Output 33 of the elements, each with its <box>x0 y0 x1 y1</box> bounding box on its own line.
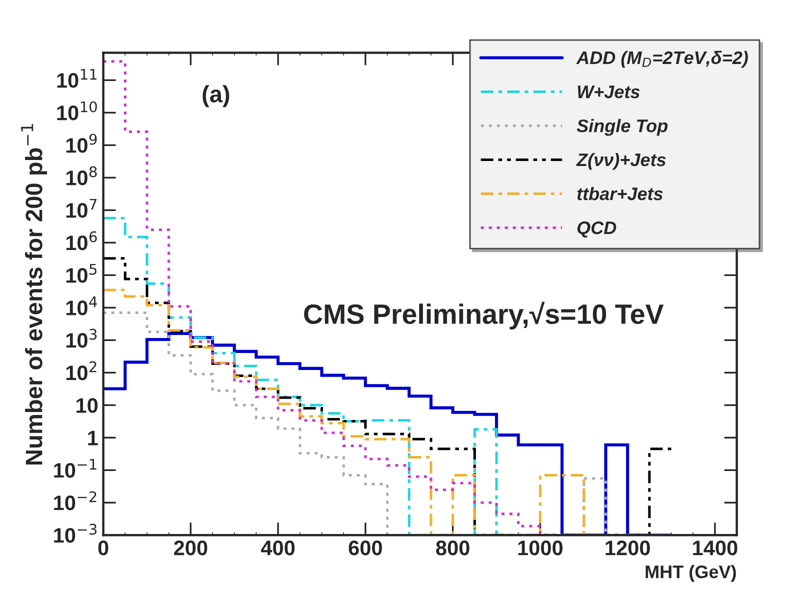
x-tick-label: 600 <box>348 540 382 556</box>
y-tick-label: 10$^{−2}$ <box>54 491 96 510</box>
y-axis-title: Number of events for 200 pb$^{−1}$ <box>21 124 48 464</box>
y-tick-label: 10$^{4}$ <box>66 296 97 316</box>
x-tick-label: 800 <box>436 540 470 556</box>
y-tick-label: 10$^{6}$ <box>66 231 97 250</box>
x-axis-title: MHT (GeV) <box>646 564 736 582</box>
x-tick-label: 1200 <box>606 540 650 556</box>
x-tick-label: 400 <box>260 540 295 556</box>
y-tick-label: 10$^{3}$ <box>66 328 97 348</box>
legend-label: ADD (M$_{D}$=2TeV,δ=2) <box>576 50 748 68</box>
x-tick-label: 200 <box>174 540 208 556</box>
annotation: CMS Preliminary,√s=10 TeV <box>304 302 664 330</box>
x-tick-label: 1000 <box>518 540 563 556</box>
annotation: (a) <box>202 85 230 108</box>
y-tick-label: 10$^{2}$ <box>66 361 96 380</box>
y-tick-label: 10$^{−1}$ <box>54 458 96 478</box>
legend-label: ttbar+Jets <box>577 186 663 200</box>
y-tick-label: 10$^{11}$ <box>57 68 97 88</box>
y-tick-label: 10$^{7}$ <box>66 198 97 218</box>
y-tick-label: 10$^{10}$ <box>57 101 97 120</box>
x-tick-label: 0 <box>98 540 108 556</box>
legend-label: Z(νν)+Jets <box>576 152 666 170</box>
y-tick-label: 1 <box>88 430 98 446</box>
y-tick-label: 10$^{8}$ <box>66 166 97 186</box>
y-tick-label: 10$^{5}$ <box>66 264 96 283</box>
legend-label: W+Jets <box>578 86 640 98</box>
y-tick-label: 10 <box>76 398 98 413</box>
y-tick-label: 10$^{−3}$ <box>54 524 97 543</box>
y-tick-label: 10$^{9}$ <box>66 134 97 153</box>
legend-label: QCD <box>577 221 616 238</box>
legend-label: Single Top <box>576 118 668 136</box>
x-tick-label: 1400 <box>693 540 738 556</box>
